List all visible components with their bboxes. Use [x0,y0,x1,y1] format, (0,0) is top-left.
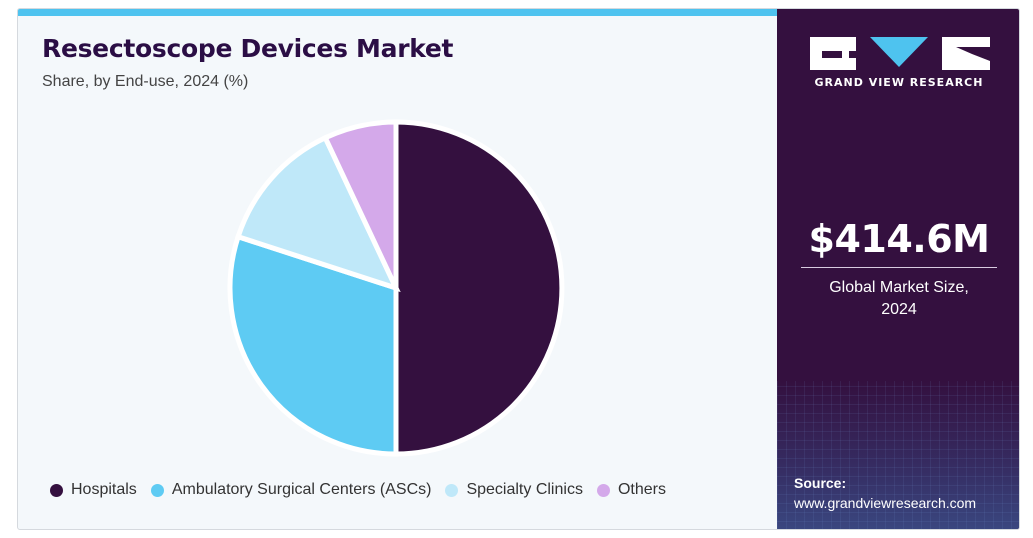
accent-bar [18,9,777,16]
legend-label: Ambulatory Surgical Centers (ASCs) [171,481,432,498]
legend-label: Others [617,481,666,498]
market-size-value: $414.6M [808,217,990,261]
legend-swatch-icon [50,483,63,497]
source-note: Source: www.grandviewresearch.com [794,473,976,513]
chart-subtitle: Share, by End-use, 2024 (%) [42,73,249,90]
legend-item: Hospitals [50,481,137,499]
legend-item: Ambulatory Surgical Centers (ASCs) [150,481,432,499]
pie-slice-specialty-clinics [234,134,401,293]
pie-slice-hospitals [393,119,565,457]
legend-swatch-icon [596,483,610,497]
divider [801,267,997,268]
pie-slice-ambulatory-surgical-centers-ascs [227,233,399,457]
legend-label: Specialty Clinics [466,481,583,498]
legend-swatch-icon [150,483,164,497]
legend-swatch-icon [445,483,459,497]
legend-item: Specialty Clinics [445,481,583,499]
legend-item: Others [596,481,666,499]
pie-chart [227,119,565,457]
legend-label: Hospitals [71,481,137,498]
market-size-label: Global Market Size, 2024 [829,279,969,318]
source-label: Source: [794,475,847,491]
chart-legend: Hospitals Ambulatory Surgical Centers (AS… [50,481,680,499]
sidebar-background-pattern [777,381,1019,529]
chart-title: Resectoscope Devices Market [42,34,454,63]
pie-slice-others [321,119,399,290]
brand-name: GRAND VIEW RESEARCH [814,76,984,89]
infographic-card: Resectoscope Devices Market Share, by En… [17,8,1020,530]
grand-view-research-logo-icon [810,37,990,70]
source-link[interactable]: www.grandviewresearch.com [794,495,977,511]
market-sidebar: GRAND VIEW RESEARCH $414.6M Global Marke… [777,9,1019,529]
